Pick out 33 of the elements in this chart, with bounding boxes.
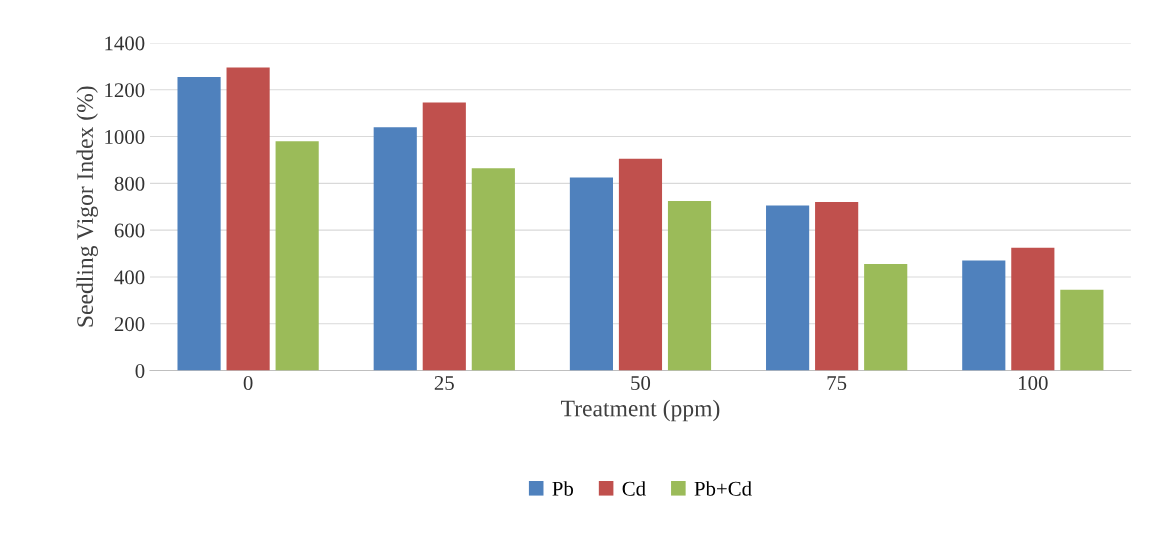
y-tick-label: 400: [114, 270, 145, 285]
legend-label: Pb: [552, 481, 574, 496]
legend-label: Pb+Cd: [694, 481, 752, 496]
x-tick-label: 100: [1019, 375, 1048, 391]
bar: [471, 168, 515, 371]
bar: [226, 67, 270, 371]
bar: [275, 141, 319, 371]
y-axis-title: Seedling Vigor Index (%): [76, 86, 98, 327]
y-tick-label: 800: [114, 176, 145, 191]
bar: [962, 260, 1006, 371]
y-tick-label: 1200: [105, 83, 145, 98]
x-tick-label: 0: [243, 375, 253, 391]
bar: [1060, 289, 1104, 371]
bar: [569, 177, 613, 371]
bar: [373, 127, 417, 371]
bar: [177, 76, 221, 371]
y-tick-label: 600: [114, 223, 145, 238]
y-tick-label: 200: [114, 317, 145, 332]
x-tick-label: 25: [434, 376, 454, 391]
bar: [422, 102, 466, 371]
bar: [618, 158, 663, 371]
bar: [1011, 247, 1055, 371]
y-tick-label: 0: [135, 363, 145, 378]
bar: [864, 264, 908, 371]
legend-label: Cd: [622, 481, 646, 496]
bar: [766, 205, 810, 371]
y-tick-label: 1400: [105, 36, 145, 51]
bar: [667, 200, 712, 371]
y-tick-label: 1000: [105, 129, 145, 144]
x-tick-label: 75: [827, 376, 847, 391]
x-tick-label: 50: [631, 375, 651, 391]
x-axis-title: Treatment (ppm): [561, 399, 720, 422]
bar: [815, 202, 859, 371]
